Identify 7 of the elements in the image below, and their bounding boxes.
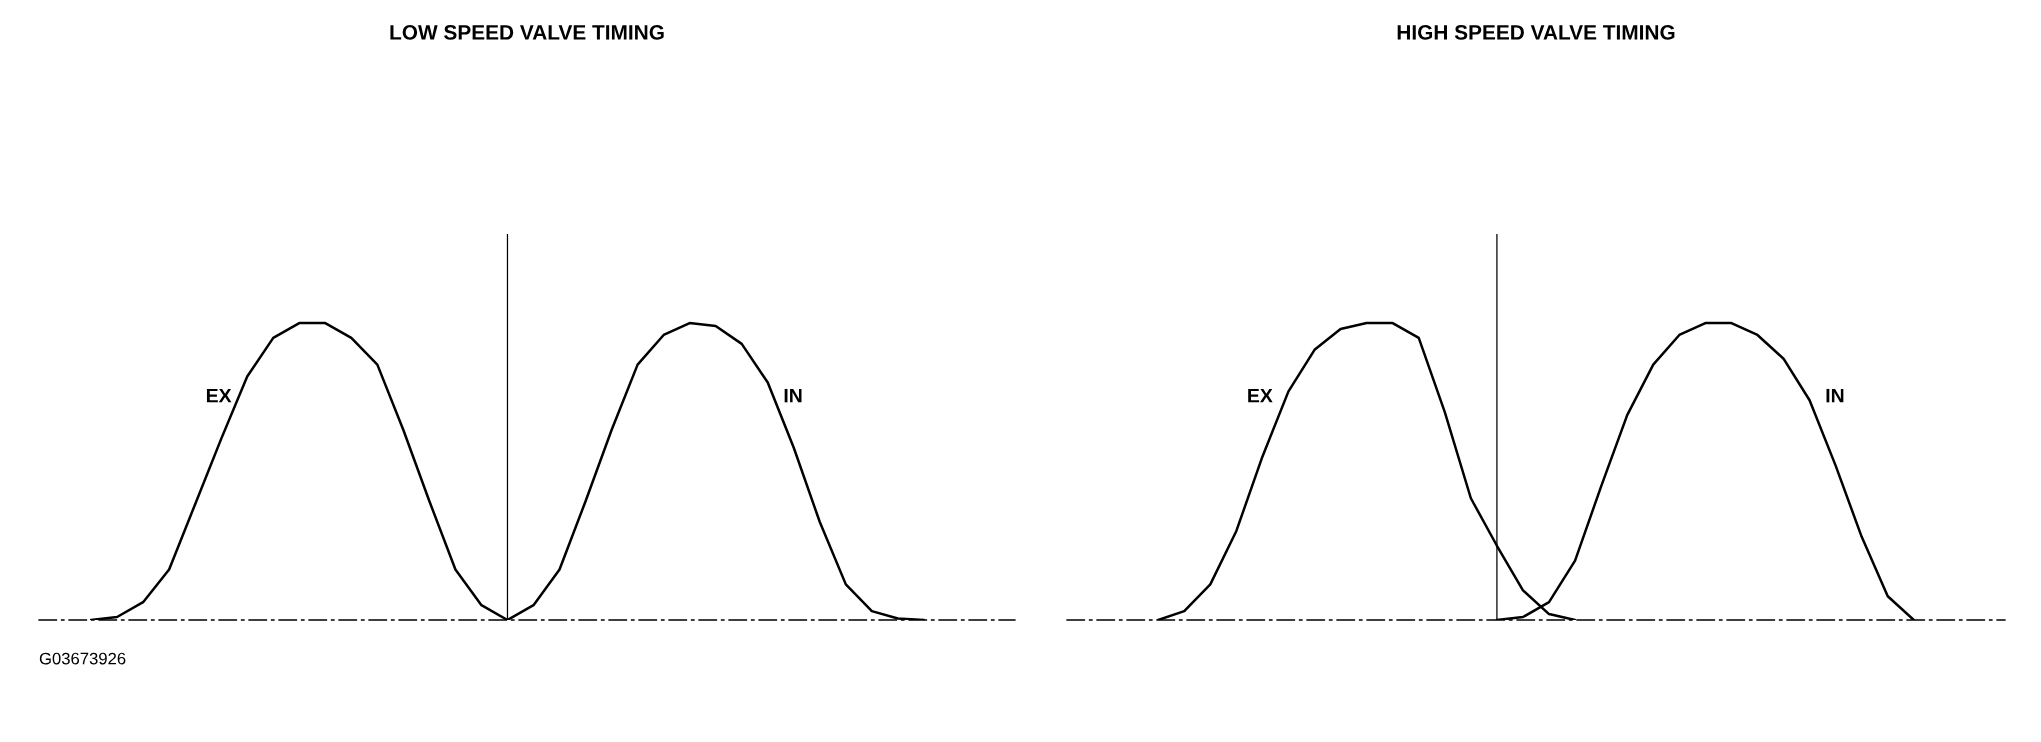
- text: G03673926: [39, 652, 126, 665]
- series-label: EX: [1248, 388, 1273, 403]
- chart-title: HIGH SPEED VALVE TIMING: [1397, 25, 1675, 40]
- series-label: IN: [1826, 388, 1844, 403]
- series-label: EX: [206, 388, 232, 403]
- series-label: IN: [784, 388, 802, 403]
- chart-title: LOW SPEED VALVE TIMING: [390, 25, 664, 40]
